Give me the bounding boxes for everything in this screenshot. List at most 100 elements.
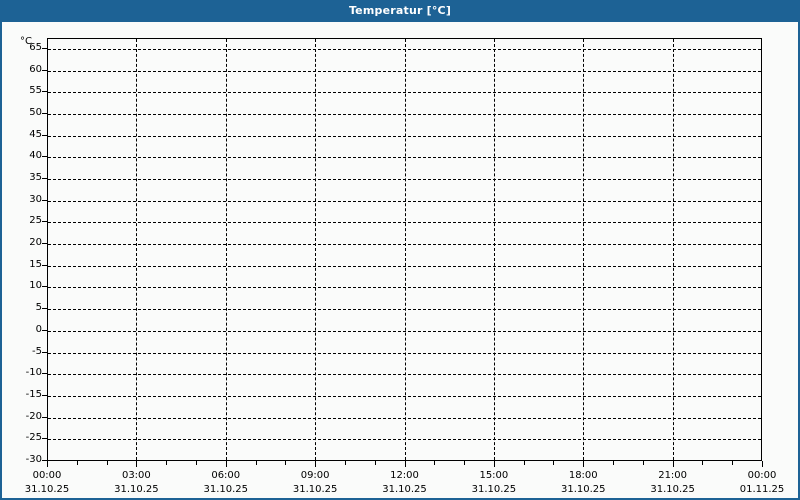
x-axis-tick-minor: [464, 461, 466, 465]
y-axis-label: 65: [29, 41, 42, 53]
y-axis-tick: [42, 286, 47, 288]
x-axis-tick-minor: [523, 461, 525, 465]
x-axis-label: 15:00 31.10.25: [449, 469, 539, 497]
y-axis-tick: [42, 69, 47, 71]
y-axis-tick: [42, 156, 47, 158]
x-axis-label: 03:00 31.10.25: [91, 469, 181, 497]
x-axis-label-time: 09:00: [300, 470, 330, 481]
y-axis-label: -20: [25, 410, 42, 422]
y-axis-label: 45: [29, 128, 42, 140]
y-axis-tick: [42, 460, 47, 461]
x-axis-tick-minor: [255, 461, 257, 465]
x-axis-tick-minor: [344, 461, 346, 465]
y-axis-tick: [42, 221, 47, 223]
x-axis-label-time: 18:00: [568, 470, 598, 481]
y-axis-tick: [42, 112, 47, 114]
x-axis-label-time: 00:00: [747, 470, 777, 481]
y-axis-label: -5: [32, 345, 42, 357]
y-axis-tick: [42, 416, 47, 418]
x-axis-tick-major: [47, 461, 48, 467]
x-axis-tick-minor: [553, 461, 555, 465]
y-axis-label: 30: [29, 193, 42, 205]
x-axis-label-date: 31.10.25: [292, 484, 338, 495]
x-axis-tick-major: [225, 461, 227, 467]
x-axis-label: 00:00 01.11.25: [717, 469, 798, 497]
x-gridline: [404, 39, 406, 460]
y-axis-label: 10: [29, 280, 42, 292]
x-axis-tick-major: [762, 461, 763, 467]
y-axis-tick: [42, 394, 47, 396]
x-axis-label-time: 15:00: [479, 470, 509, 481]
y-axis-tick: [42, 373, 47, 375]
x-axis-tick-minor: [374, 461, 376, 465]
y-axis-label: 55: [29, 85, 42, 97]
x-axis-tick-minor: [195, 461, 197, 465]
y-axis-label: -15: [25, 388, 42, 400]
x-axis-label-date: 01.11.25: [739, 484, 785, 495]
y-axis-tick: [42, 308, 47, 310]
y-axis-tick: [42, 178, 47, 179]
x-axis-label: 21:00 31.10.25: [628, 469, 718, 497]
x-axis-label: 09:00 31.10.25: [270, 469, 360, 497]
x-axis-tick-major: [404, 461, 406, 467]
x-axis-tick-major: [493, 461, 495, 467]
x-axis-label-date: 31.10.25: [650, 484, 695, 495]
x-axis-tick-major: [672, 461, 674, 467]
x-axis-label: 12:00 31.10.25: [360, 469, 450, 497]
y-axis-tick: [42, 47, 47, 49]
y-axis-tick: [42, 329, 47, 331]
x-gridline: [672, 39, 674, 460]
x-axis-tick-major: [315, 461, 317, 467]
x-axis-label-date: 31.10.25: [560, 484, 606, 495]
x-gridline: [315, 39, 317, 460]
x-axis-label-time: 03:00: [121, 470, 151, 481]
x-axis-label: 18:00 31.10.25: [538, 469, 628, 497]
x-axis-tick-minor: [434, 461, 436, 465]
y-axis-unit-label: °C: [20, 36, 32, 47]
y-axis-label: -25: [25, 432, 42, 444]
y-axis-tick: [42, 134, 47, 136]
y-axis-tick: [42, 264, 47, 266]
x-gridline: [493, 39, 495, 460]
x-gridline: [136, 39, 138, 460]
x-axis-tick-major: [136, 461, 138, 467]
x-axis-label: 00:00 31.10.25: [2, 469, 92, 497]
x-axis-tick-minor: [642, 461, 644, 465]
window-title: Temperatur [°C]: [2, 0, 798, 22]
x-axis-label-time: 21:00: [658, 470, 688, 481]
y-axis-tick: [42, 243, 47, 245]
x-axis-label-date: 31.10.25: [203, 484, 249, 495]
y-axis-tick: [42, 199, 47, 201]
y-axis-label: 15: [29, 258, 42, 270]
x-axis-tick-major: [583, 461, 585, 467]
y-axis-label: 50: [29, 106, 42, 118]
y-axis-tick: [42, 438, 47, 440]
y-axis-label: -10: [25, 367, 42, 379]
y-axis-label: 60: [29, 63, 42, 75]
x-axis-tick-minor: [76, 461, 78, 465]
x-axis-label-time: 12:00: [390, 470, 419, 481]
x-axis-label: 06:00 31.10.25: [181, 469, 271, 497]
y-axis-label: 25: [29, 215, 42, 227]
x-axis-label-date: 31.10.25: [114, 484, 159, 495]
y-axis-label: 35: [29, 172, 42, 183]
x-axis-tick-minor: [613, 461, 615, 465]
x-gridline: [583, 39, 585, 460]
y-axis-label: 20: [29, 237, 42, 249]
x-axis-tick-minor: [106, 461, 108, 465]
y-axis-tick: [42, 351, 47, 353]
y-axis-tick: [42, 91, 47, 93]
x-axis-label-date: 31.10.25: [471, 484, 517, 495]
chart-canvas: °C 65 60 55 50 45 40 35 30 25 20 15 10 5 0 -5 -10 -15 -20…: [2, 22, 798, 498]
y-axis-label: -30: [25, 454, 42, 465]
x-axis-label-time: 00:00: [32, 470, 62, 481]
y-axis-label: 0: [35, 323, 42, 335]
x-axis-tick-minor: [702, 461, 704, 465]
y-axis-label: 5: [35, 302, 42, 314]
x-axis-label-time: 06:00: [211, 470, 241, 481]
x-axis-tick-minor: [285, 461, 287, 465]
x-axis-tick-minor: [166, 461, 168, 465]
x-axis-label-date: 31.10.25: [24, 484, 70, 495]
x-axis-tick-minor: [732, 461, 734, 465]
